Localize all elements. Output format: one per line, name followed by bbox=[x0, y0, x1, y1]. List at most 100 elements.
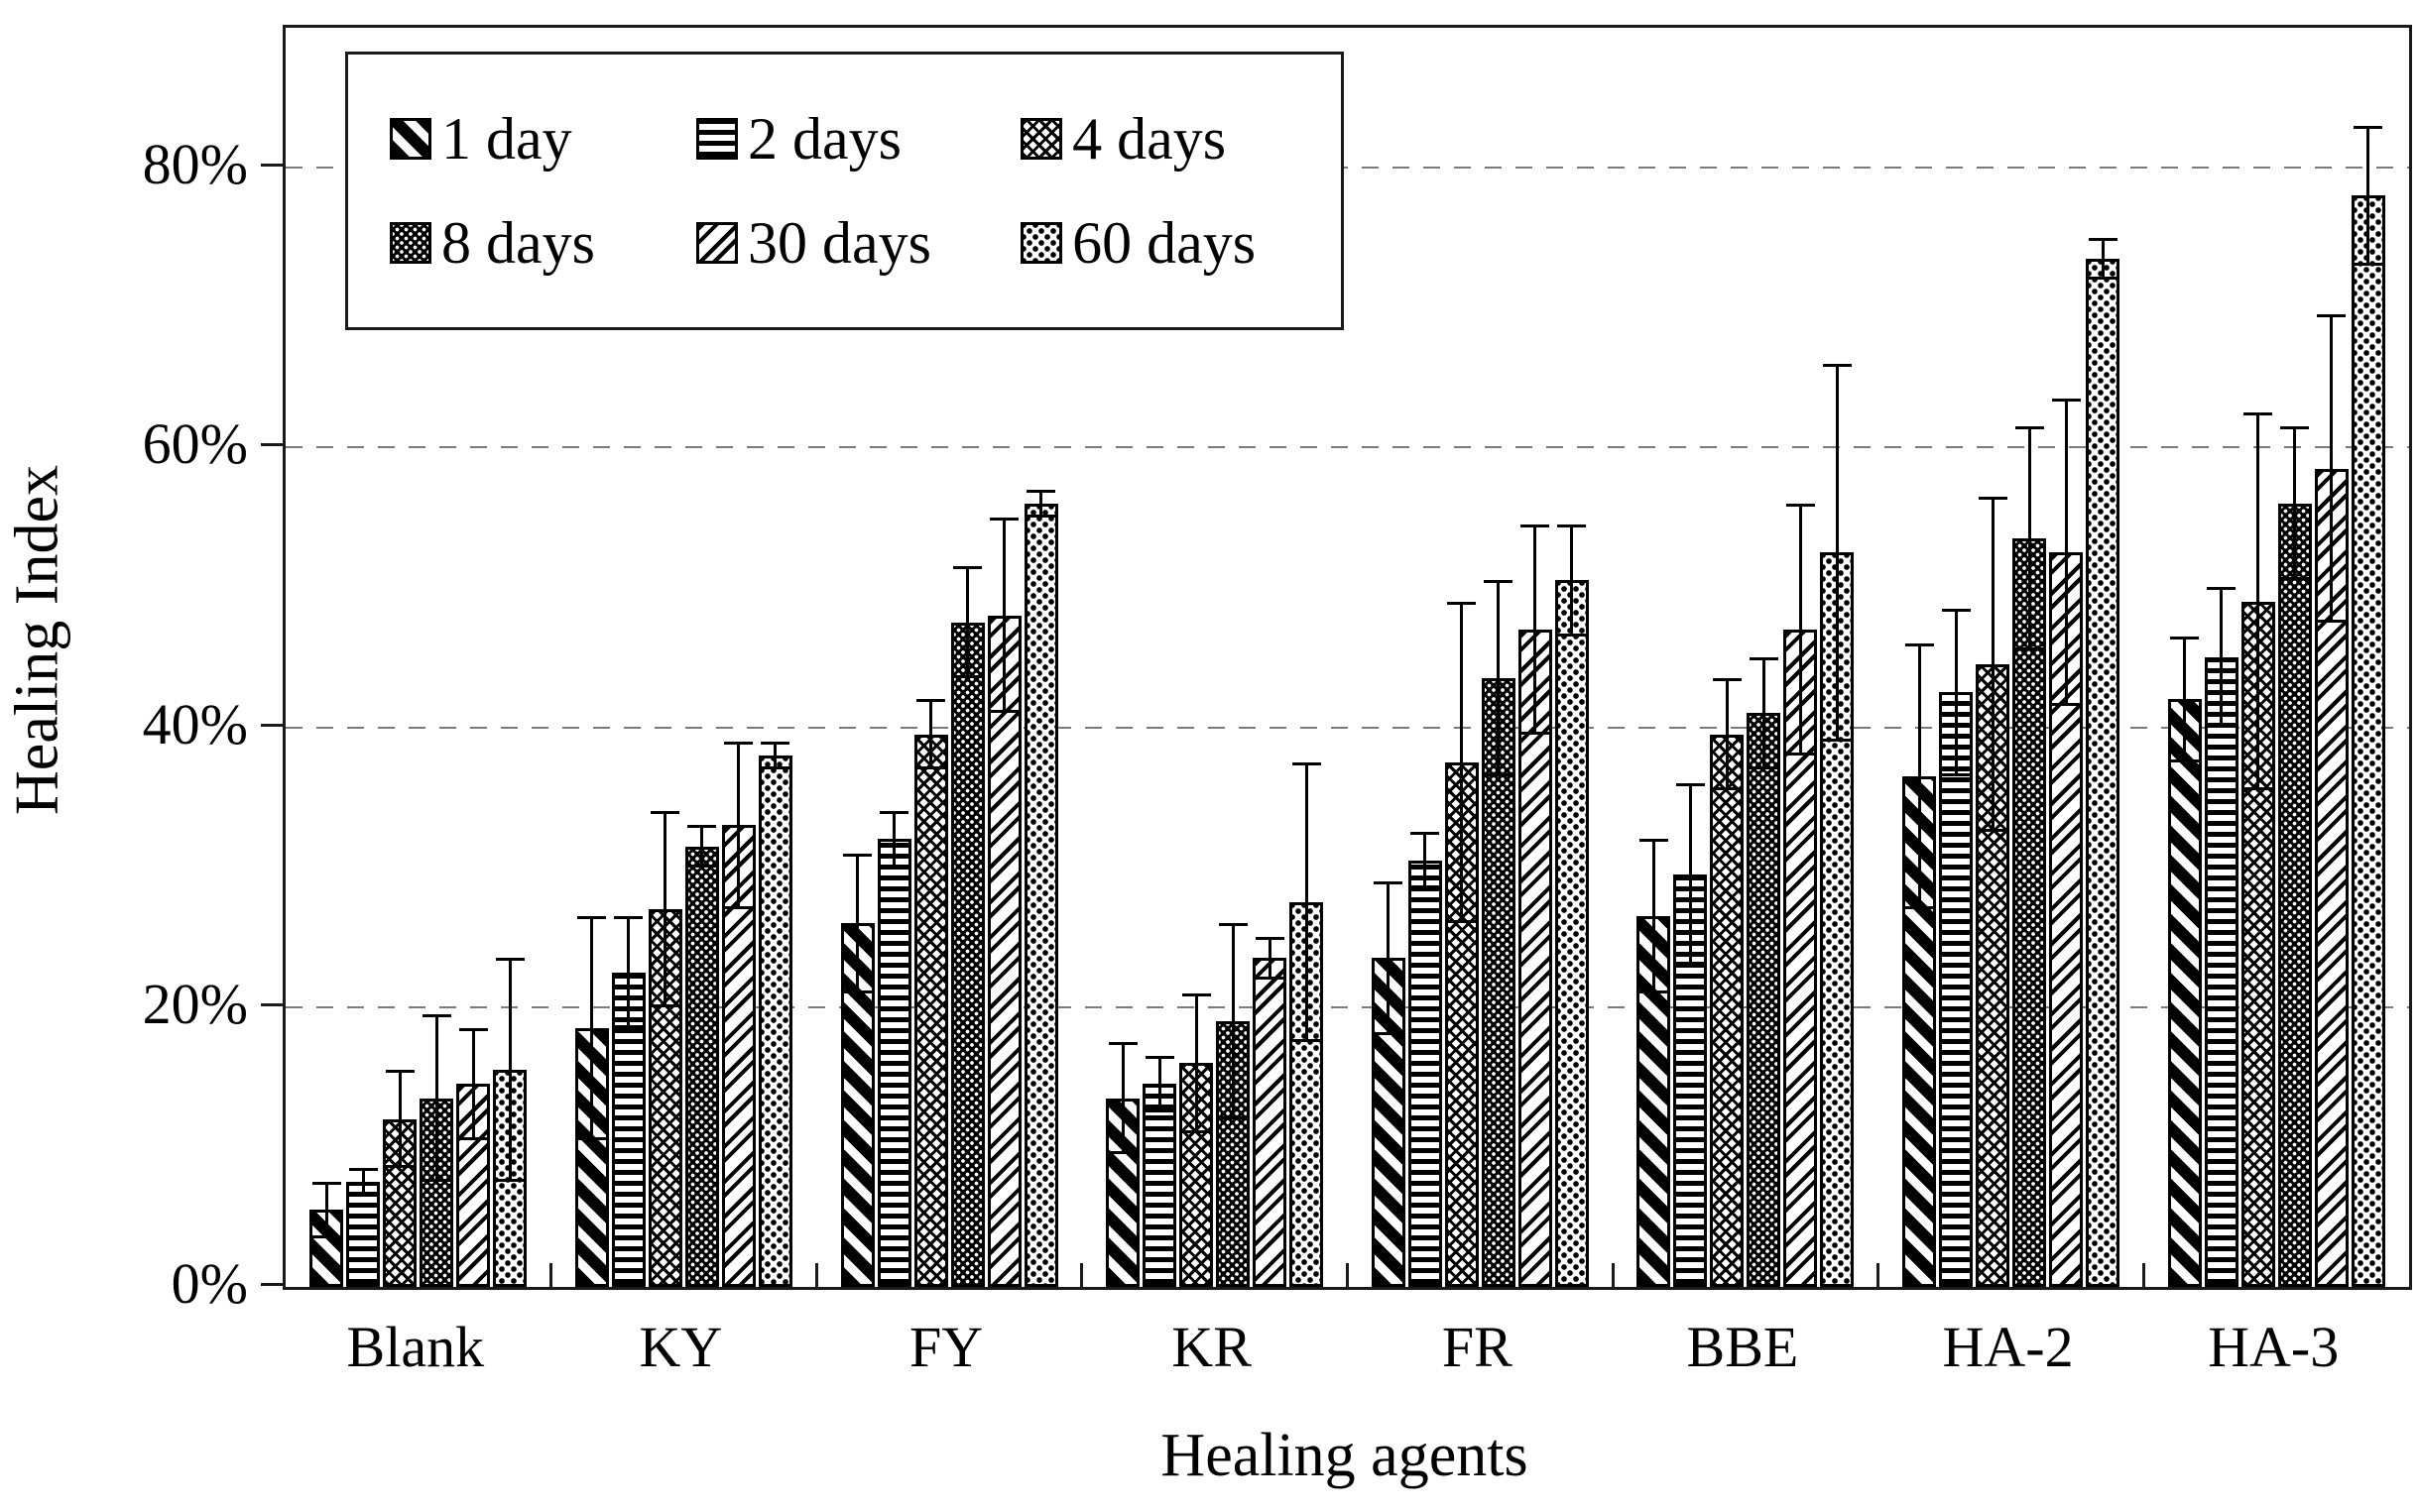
error-bar bbox=[1917, 642, 1921, 909]
bar-HA-3-1day bbox=[2167, 699, 2202, 1287]
bar-HA-3-8days bbox=[2277, 503, 2312, 1287]
error-bar-top-cap bbox=[2243, 412, 2273, 416]
error-bar-top-cap bbox=[2088, 237, 2117, 241]
x-tick-label-FR: FR bbox=[1441, 1315, 1512, 1379]
error-bar bbox=[1533, 523, 1537, 735]
bar-FY-30days bbox=[987, 615, 1022, 1287]
error-bar-top-cap bbox=[2170, 636, 2200, 640]
error-bar bbox=[2256, 412, 2260, 791]
bar-HA-2-60days bbox=[2086, 258, 2120, 1287]
error-bar-bottom-cap bbox=[1181, 1129, 1211, 1133]
error-bar-top-cap bbox=[614, 916, 644, 920]
bar-KY-8days bbox=[684, 846, 719, 1287]
legend-swatch-diag1-icon bbox=[390, 118, 431, 160]
error-bar-bottom-cap bbox=[1291, 1039, 1321, 1043]
error-bar-bottom-cap bbox=[458, 1136, 488, 1140]
error-bar bbox=[1497, 580, 1501, 776]
error-bar-bottom-cap bbox=[880, 864, 909, 868]
error-bar bbox=[2293, 426, 2297, 581]
error-bar-top-cap bbox=[495, 958, 525, 962]
error-bar-bottom-cap bbox=[422, 1179, 451, 1183]
y-axis-tick bbox=[261, 443, 283, 447]
error-bar-top-cap bbox=[2354, 125, 2383, 129]
bar-Blank-2days bbox=[346, 1182, 381, 1287]
error-bar-top-cap bbox=[577, 916, 607, 920]
error-bar-bottom-cap bbox=[1218, 1115, 1248, 1119]
error-bar-top-cap bbox=[1557, 523, 1587, 527]
error-bar bbox=[893, 811, 897, 868]
error-bar bbox=[2330, 314, 2334, 623]
error-bar-bottom-cap bbox=[953, 675, 983, 679]
error-bar-top-cap bbox=[761, 741, 790, 745]
error-bar-bottom-cap bbox=[1255, 976, 1284, 980]
error-bar bbox=[324, 1182, 328, 1238]
legend-label: 4 days bbox=[1072, 106, 1227, 172]
legend: 1 day 2 days 4 days 8 days 30 days 60 days bbox=[345, 52, 1344, 330]
error-bar bbox=[2101, 237, 2105, 280]
x-tick-label-HA-3: HA-3 bbox=[2208, 1315, 2340, 1379]
error-bar bbox=[2027, 426, 2031, 650]
bar-HA-2-8days bbox=[2012, 538, 2047, 1287]
legend-swatch-hstripe-icon bbox=[695, 118, 738, 160]
error-bar bbox=[2366, 125, 2370, 266]
error-bar bbox=[1387, 880, 1391, 1035]
error-bar bbox=[398, 1070, 402, 1169]
error-bar-bottom-cap bbox=[2354, 262, 2383, 266]
bar-group-KR bbox=[1082, 28, 1348, 1287]
error-bar-top-cap bbox=[2014, 426, 2044, 430]
error-bar-bottom-cap bbox=[1520, 731, 1550, 735]
error-bar-bottom-cap bbox=[2088, 277, 2117, 280]
error-bar bbox=[590, 916, 594, 1140]
x-axis-boundary-tick bbox=[1876, 1263, 1880, 1287]
x-axis-boundary-tick bbox=[1080, 1263, 1084, 1287]
error-bar bbox=[1121, 1042, 1125, 1154]
bar-FR-60days bbox=[1554, 580, 1589, 1287]
error-bar-bottom-cap bbox=[1785, 752, 1815, 756]
legend-swatch-checker-icon bbox=[1021, 118, 1063, 160]
error-bar-bottom-cap bbox=[1108, 1150, 1138, 1154]
bar-FY-60days bbox=[1024, 503, 1058, 1287]
error-bar bbox=[929, 699, 933, 769]
error-bar bbox=[737, 741, 741, 909]
x-tick-label-FY: FY bbox=[908, 1315, 984, 1379]
error-bar-bottom-cap bbox=[916, 765, 946, 769]
error-bar bbox=[1268, 937, 1271, 980]
error-bar-bottom-cap bbox=[1978, 829, 2007, 833]
error-bar bbox=[1304, 761, 1308, 1043]
error-bar bbox=[1954, 608, 1958, 776]
y-tick-label: 0% bbox=[171, 1251, 248, 1316]
error-bar-bottom-cap bbox=[2317, 619, 2347, 623]
error-bar-top-cap bbox=[1749, 657, 1778, 660]
error-bar-top-cap bbox=[1145, 1056, 1174, 1060]
bar-KR-30days bbox=[1253, 958, 1287, 1287]
x-tick-label-BBE: BBE bbox=[1686, 1315, 1799, 1379]
x-axis-boundary-tick bbox=[1346, 1263, 1349, 1287]
error-bar-bottom-cap bbox=[2280, 577, 2310, 581]
y-axis-tick bbox=[261, 723, 283, 727]
error-bar-bottom-cap bbox=[843, 989, 873, 993]
error-bar bbox=[1003, 517, 1007, 714]
error-bar-top-cap bbox=[1941, 608, 1971, 612]
legend-swatch-dot60-icon bbox=[1021, 222, 1063, 264]
error-bar-bottom-cap bbox=[385, 1165, 415, 1169]
error-bar-bottom-cap bbox=[1941, 772, 1971, 776]
bar-KR-60days bbox=[1289, 901, 1324, 1287]
error-bar-bottom-cap bbox=[311, 1234, 341, 1238]
error-bar-bottom-cap bbox=[2207, 724, 2237, 728]
error-bar bbox=[1991, 496, 1995, 833]
error-bar-bottom-cap bbox=[2170, 758, 2200, 762]
x-axis-boundary-tick bbox=[1611, 1263, 1615, 1287]
error-bar-bottom-cap bbox=[687, 864, 717, 868]
error-bar-top-cap bbox=[843, 853, 873, 857]
error-bar bbox=[2220, 587, 2224, 728]
legend-swatch-diag30-icon bbox=[695, 222, 738, 264]
y-tick-label: 80% bbox=[142, 132, 248, 197]
bar-BBE-4days bbox=[1710, 734, 1745, 1287]
error-bar-top-cap bbox=[2280, 426, 2310, 430]
error-bar bbox=[361, 1168, 365, 1197]
x-axis-boundary-tick bbox=[2141, 1263, 2145, 1287]
bar-HA-3-60days bbox=[2351, 195, 2385, 1287]
plot-area bbox=[283, 25, 2412, 1290]
error-bar-top-cap bbox=[1447, 601, 1477, 605]
bar-FR-4days bbox=[1444, 761, 1479, 1287]
